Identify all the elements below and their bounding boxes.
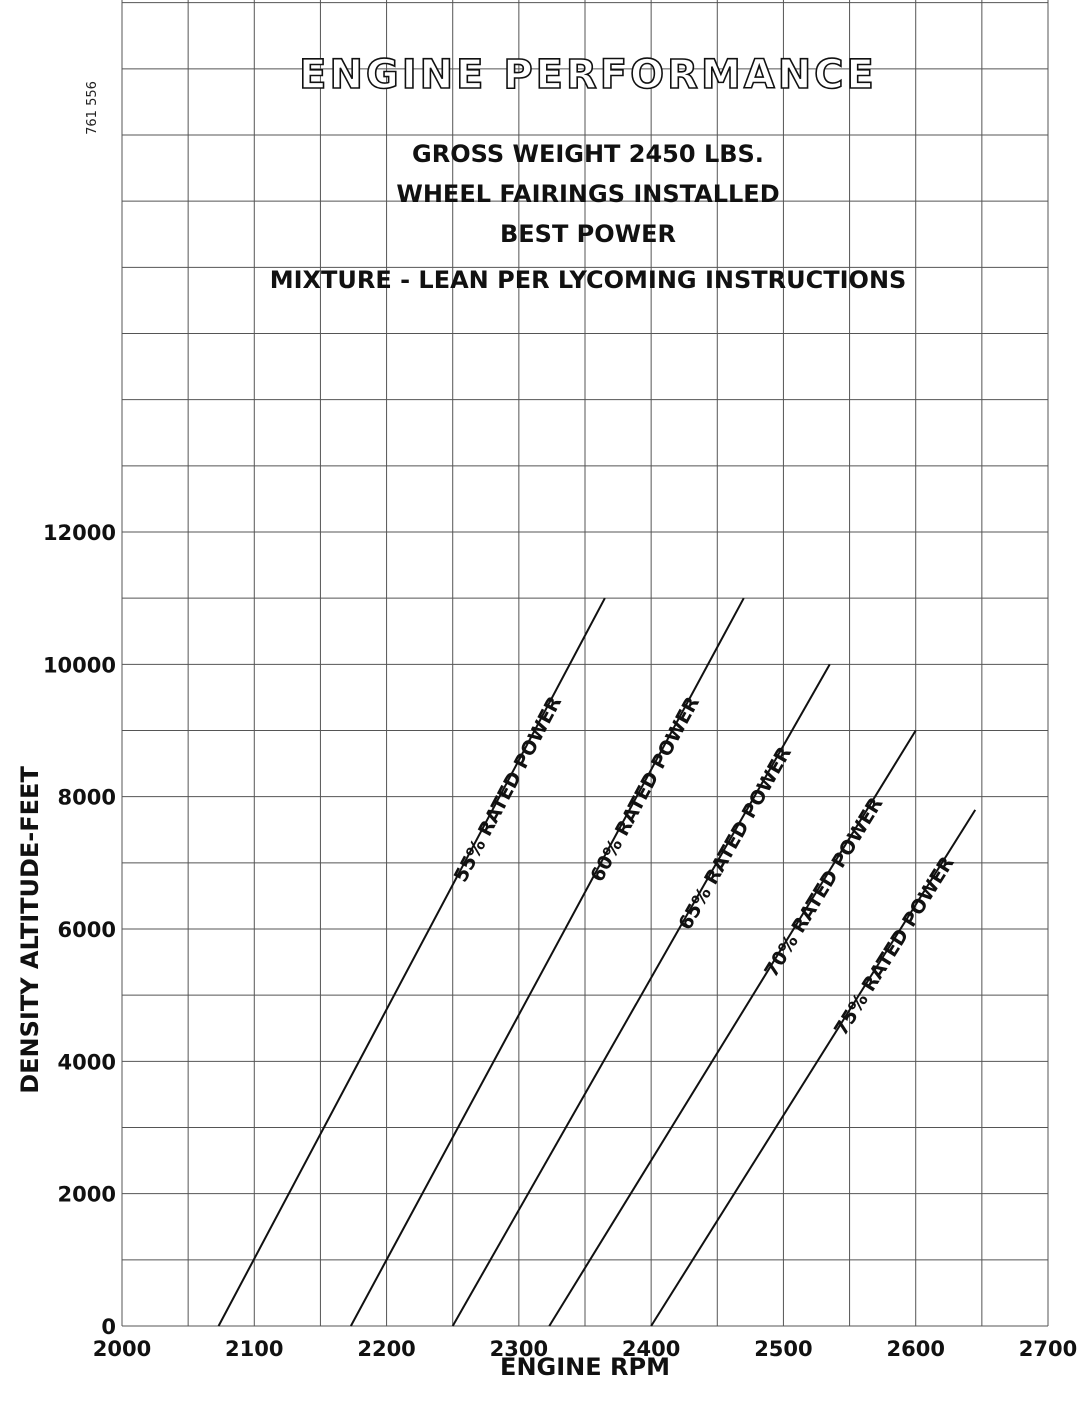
series-label: 60% RATED POWER bbox=[586, 693, 704, 886]
series-line bbox=[451, 663, 831, 1327]
x-tick-label: 2700 bbox=[1019, 1337, 1077, 1361]
x-axis-label: ENGINE RPM bbox=[500, 1353, 670, 1381]
y-tick-label: 2000 bbox=[58, 1183, 116, 1207]
subtitle-line-4: MIXTURE - LEAN PER LYCOMING INSTRUCTIONS bbox=[270, 266, 907, 294]
figure-code: 761 556 bbox=[85, 81, 100, 135]
y-tick-label: 4000 bbox=[58, 1050, 116, 1074]
x-tick-label: 2100 bbox=[225, 1337, 283, 1361]
grid bbox=[121, 0, 1049, 1327]
x-tick-label: 2200 bbox=[357, 1337, 415, 1361]
y-tick-label: 10000 bbox=[43, 653, 116, 677]
chart-title: ENGINE PERFORMANCE bbox=[299, 52, 877, 98]
x-tick-labels: 2000 2100 2200 2300 2400 2500 2600 2700 bbox=[93, 1337, 1077, 1361]
subtitle-line-2: WHEEL FAIRINGS INSTALLED bbox=[396, 180, 779, 208]
y-tick-label: 0 bbox=[101, 1315, 116, 1339]
y-tick-label: 12000 bbox=[43, 521, 116, 545]
x-tick-label: 2500 bbox=[754, 1337, 812, 1361]
series-line bbox=[548, 729, 917, 1327]
series-label: 55% RATED POWER bbox=[450, 692, 567, 885]
series-label: 70% RATED POWER bbox=[760, 793, 887, 981]
x-tick-label: 2300 bbox=[490, 1337, 548, 1361]
series-line bbox=[217, 597, 606, 1327]
y-tick-label: 8000 bbox=[58, 786, 116, 810]
y-tick-label: 6000 bbox=[58, 918, 116, 942]
x-tick-label: 2600 bbox=[886, 1337, 944, 1361]
y-tick-labels: 0 2000 4000 6000 8000 10000 12000 bbox=[43, 521, 116, 1339]
x-tick-label: 2400 bbox=[622, 1337, 680, 1361]
series-label: 65% RATED POWER bbox=[674, 743, 796, 934]
subtitle-line-3: BEST POWER bbox=[500, 220, 676, 248]
series-line bbox=[349, 597, 745, 1327]
x-tick-label: 2000 bbox=[93, 1337, 151, 1361]
y-axis-label: DENSITY ALTITUDE-FEET bbox=[16, 766, 44, 1094]
subtitle-line-1: GROSS WEIGHT 2450 LBS. bbox=[412, 140, 764, 168]
series-line bbox=[650, 809, 977, 1327]
